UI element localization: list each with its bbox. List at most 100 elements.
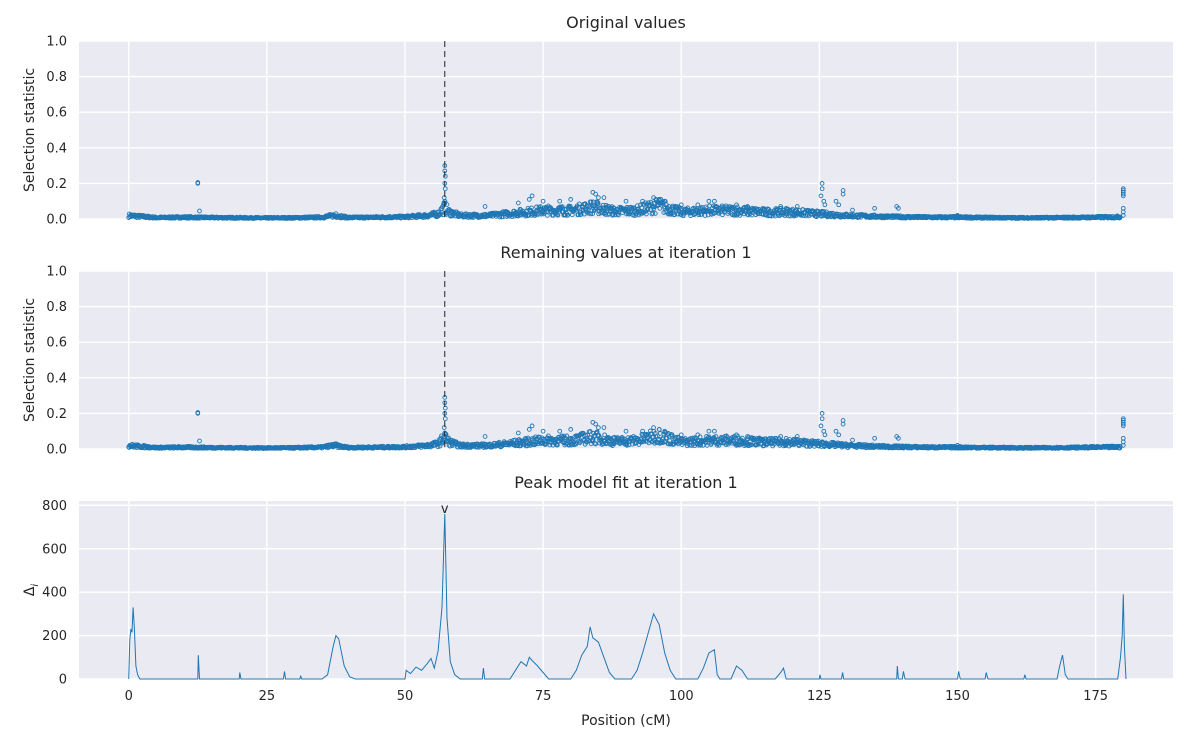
panel-title: Original values xyxy=(566,13,686,32)
y-tick-label: 0.0 xyxy=(46,213,67,228)
data-point xyxy=(896,205,901,211)
y-tick-label: 0.6 xyxy=(46,336,67,351)
data-point xyxy=(819,181,825,186)
grid xyxy=(79,270,1173,450)
data-point xyxy=(836,202,842,208)
y-axis-label: Δi xyxy=(22,584,41,597)
data-point xyxy=(333,211,339,217)
data-point xyxy=(678,202,684,208)
y-tick-label: 0.2 xyxy=(46,407,67,422)
x-axis-label: Position (cM) xyxy=(581,713,671,729)
data-point xyxy=(662,198,668,204)
data-point xyxy=(794,204,800,209)
data-point xyxy=(601,195,607,200)
data-point xyxy=(675,211,681,217)
data-point xyxy=(623,198,629,204)
data-point xyxy=(656,197,662,202)
data-point xyxy=(661,210,667,215)
x-tick-label: 25 xyxy=(259,689,276,704)
y-tick-label: 0 xyxy=(59,673,67,688)
data-point xyxy=(872,205,877,211)
data-point xyxy=(685,205,691,211)
y-tick-label: 200 xyxy=(42,629,67,644)
data-point xyxy=(850,207,855,213)
y-tick-label: 1.0 xyxy=(46,35,67,50)
data-marks xyxy=(126,41,1126,221)
panel-original-values: 0.0 0.2 0.4 0.6 0.8 1.0 Original values Selec… xyxy=(22,13,1173,228)
tick-labels: 0.0 0.2 0.4 0.6 0.8 1.0 xyxy=(46,265,67,458)
data-point xyxy=(593,191,598,197)
y-axis-label: Selection statistic xyxy=(22,298,38,422)
data-point xyxy=(610,212,616,217)
data-point xyxy=(786,213,791,219)
data-point xyxy=(515,200,521,206)
plot-background xyxy=(79,271,1173,449)
data-point xyxy=(657,206,663,211)
x-tick-label: 0 xyxy=(125,689,133,704)
data-point xyxy=(529,193,535,199)
data-point xyxy=(833,198,839,204)
data-point xyxy=(441,195,447,200)
data-point xyxy=(712,198,717,204)
data-point xyxy=(540,198,546,204)
panel-peak-model-fit: v 0 200 400 600 800 0 25 50 75 100 125 150 175 Peak … xyxy=(22,473,1173,729)
data-point xyxy=(559,204,565,209)
data-point xyxy=(1120,213,1126,218)
y-tick-label: 0.4 xyxy=(46,141,67,156)
data-point xyxy=(1120,191,1126,197)
data-point xyxy=(745,204,750,209)
data-point xyxy=(602,210,608,215)
data-point xyxy=(840,191,846,197)
y-tick-label: 0.2 xyxy=(46,177,67,192)
data-marks xyxy=(126,271,1126,451)
y-tick-label: 0.8 xyxy=(46,300,67,315)
data-point xyxy=(695,202,701,208)
data-point xyxy=(482,204,488,209)
data-point xyxy=(616,212,621,218)
y-tick-label: 0.0 xyxy=(46,443,67,458)
data-point xyxy=(509,214,515,219)
data-point xyxy=(541,211,546,217)
y-tick-label: 0.8 xyxy=(46,70,67,85)
y-tick-label: 400 xyxy=(42,586,67,601)
data-point xyxy=(955,213,960,218)
data-point xyxy=(569,212,575,218)
data-point xyxy=(818,193,824,199)
data-point xyxy=(195,180,201,185)
data-point xyxy=(585,210,591,216)
data-point xyxy=(651,195,656,200)
panel-title: Peak model fit at iteration 1 xyxy=(514,473,737,492)
data-point xyxy=(1120,193,1126,199)
peak-marker: v xyxy=(441,502,449,517)
data-point xyxy=(578,209,584,215)
delta-symbol: Δ xyxy=(22,586,38,596)
y-axis-label: Selection statistic xyxy=(22,68,38,192)
y-tick-label: 0.4 xyxy=(46,371,67,386)
data-point xyxy=(442,186,448,192)
x-tick-label: 100 xyxy=(669,689,694,704)
data-point xyxy=(640,198,645,204)
data-point xyxy=(555,212,561,218)
delta-subscript: i xyxy=(30,584,41,587)
x-tick-label: 125 xyxy=(807,689,832,704)
data-point xyxy=(633,212,639,218)
data-point xyxy=(526,197,532,202)
data-point xyxy=(536,212,541,217)
data-point xyxy=(652,211,658,216)
data-point xyxy=(734,202,739,208)
data-point xyxy=(442,173,448,179)
data-point xyxy=(819,186,825,192)
data-point xyxy=(559,204,564,210)
x-tick-label: 175 xyxy=(1083,689,1108,704)
tick-labels: 0.0 0.2 0.4 0.6 0.8 1.0 xyxy=(46,35,67,228)
data-point xyxy=(587,204,593,210)
data-point xyxy=(438,212,443,217)
plot-background xyxy=(79,41,1173,219)
panel-remaining-values: 0.0 0.2 0.4 0.6 0.8 1.0 Remaining values at i… xyxy=(22,243,1173,458)
data-point xyxy=(576,201,582,207)
x-tick-label: 150 xyxy=(945,689,970,704)
data-point xyxy=(439,206,445,212)
data-point xyxy=(578,211,584,217)
data-point xyxy=(706,198,712,204)
